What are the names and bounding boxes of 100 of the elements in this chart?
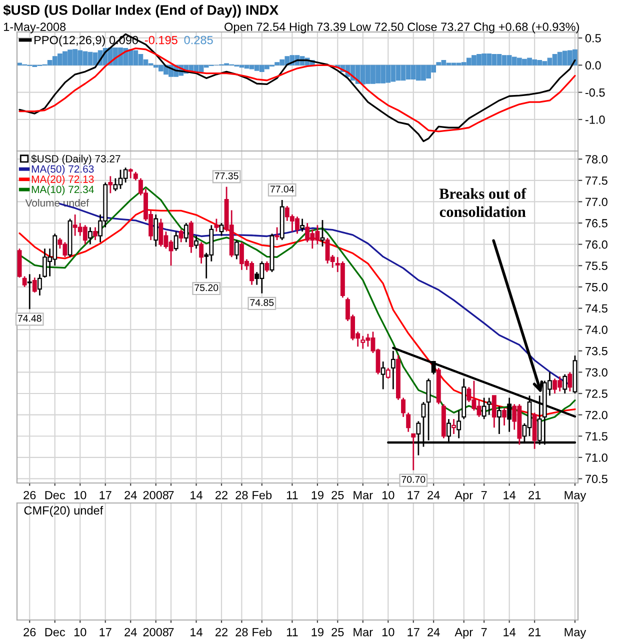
candlestick	[507, 397, 512, 433]
y-tick-label: 74.5	[586, 304, 608, 313]
candlestick	[568, 371, 572, 392]
x-tick-label: May	[564, 491, 586, 502]
category-label: 25	[332, 628, 344, 636]
candlestick	[108, 175, 113, 194]
category-label: 24	[124, 628, 137, 636]
category-label: Dec	[45, 628, 66, 636]
x-tick-label: 19	[312, 490, 324, 500]
x-tick-label: 17	[408, 491, 420, 500]
y-tick-label: 73.5	[586, 346, 608, 356]
annotation: 77.35	[214, 172, 238, 180]
x-tick-label: 24	[124, 490, 137, 500]
legend-label: $USD (Daily) 73.27	[31, 154, 120, 165]
y-tick-label: -1.0	[585, 116, 605, 124]
y-tick-label: 78.0	[586, 155, 608, 164]
category-label: May	[564, 628, 586, 639]
candlestick	[219, 222, 224, 237]
candlestick	[562, 374, 568, 394]
legend-label: MA(10) 72.34	[32, 186, 94, 196]
y-tick-label: 77.0	[586, 198, 608, 206]
x-tick-label: Mar	[354, 491, 373, 500]
line-series	[18, 47, 576, 132]
x-tick-label: 24	[428, 490, 440, 500]
annotation: 75.20	[194, 284, 218, 292]
candlestick	[27, 273, 32, 310]
x-tick-label: 7	[168, 491, 174, 500]
y-tick-label: -0.5	[585, 88, 605, 97]
legend-label: MA(50) 72.63	[32, 165, 94, 175]
candlestick	[184, 222, 188, 243]
candlestick	[497, 406, 502, 435]
y-tick-label: 76.5	[586, 219, 608, 228]
candlestick	[178, 228, 184, 243]
candlestick	[22, 276, 27, 288]
category-label: Feb	[252, 628, 272, 636]
candlestick	[320, 219, 325, 248]
candlestick	[174, 230, 178, 252]
annotation: 74.85	[250, 299, 274, 306]
annotation: Breaks out of consolidation	[439, 188, 526, 217]
x-tick-label: 17	[100, 491, 112, 500]
category-label: 28	[236, 628, 248, 636]
category-label: 7	[481, 628, 487, 636]
category-label: Apr	[454, 628, 473, 639]
line-series	[18, 33, 576, 142]
category-label: 21	[528, 628, 541, 636]
annotation: 74.48	[18, 314, 42, 322]
x-tick-label: 11	[286, 491, 298, 500]
candlestick	[32, 276, 37, 294]
candlestick	[274, 226, 280, 241]
candlestick	[194, 235, 198, 250]
candlestick	[234, 239, 239, 260]
y-tick-label: 77.5	[586, 176, 608, 185]
candlestick	[93, 226, 98, 241]
chart-title: $USD (US Dollar Index (End of Day)) INDX	[3, 4, 278, 18]
x-tick-label: 2008	[143, 490, 168, 500]
text: CMF(20) undef	[24, 506, 104, 517]
candlestick	[38, 273, 42, 296]
candlestick	[88, 226, 92, 246]
x-tick-label: Apr	[454, 491, 473, 502]
y-tick-label: 71.0	[586, 453, 608, 462]
category-label: 19	[312, 628, 324, 636]
candlestick	[199, 242, 204, 264]
category-label: Mar	[354, 628, 373, 636]
candlestick	[264, 260, 270, 273]
x-tick-label: 21	[528, 490, 541, 500]
y-tick-label: 71.5	[586, 432, 608, 441]
y-tick-label: 74.0	[586, 326, 608, 334]
legend-label: MA(20) 72.13	[32, 175, 94, 185]
category-label: 17	[100, 628, 112, 636]
candlestick	[486, 397, 492, 416]
series-label: 0.285	[184, 36, 213, 44]
category-label: 10	[74, 628, 86, 636]
x-tick-label: 22	[216, 490, 228, 500]
x-tick-label: 28	[236, 490, 248, 500]
y-tick-label: 75.0	[586, 282, 608, 292]
x-tick-label: Dec	[45, 491, 66, 500]
x-tick-label: 25	[332, 490, 344, 500]
y-tick-label: 0.0	[585, 61, 601, 70]
category-label: 7	[168, 628, 174, 636]
y-tick-label: 73.0	[586, 368, 608, 377]
x-tick-label: 14	[190, 491, 202, 500]
y-tick-label: 72.0	[586, 410, 608, 420]
candlestick	[401, 397, 406, 418]
candlestick	[492, 394, 496, 428]
candlestick	[188, 220, 194, 254]
candlestick	[482, 397, 486, 420]
y-tick-label: 76.0	[586, 240, 608, 249]
x-tick-label: 7	[481, 491, 487, 500]
y-tick-label: 72.5	[586, 390, 608, 398]
category-label: 10	[382, 628, 394, 636]
category-label: 14	[504, 628, 516, 636]
category-label: 17	[408, 628, 420, 636]
candlestick	[154, 214, 158, 248]
candlestick	[406, 412, 411, 433]
candlestick	[431, 360, 436, 376]
x-tick-label: 26	[24, 490, 36, 500]
candlestick	[214, 218, 219, 232]
candlestick	[300, 218, 305, 232]
category-label: 11	[286, 628, 298, 636]
x-tick-label: 14	[504, 491, 516, 500]
